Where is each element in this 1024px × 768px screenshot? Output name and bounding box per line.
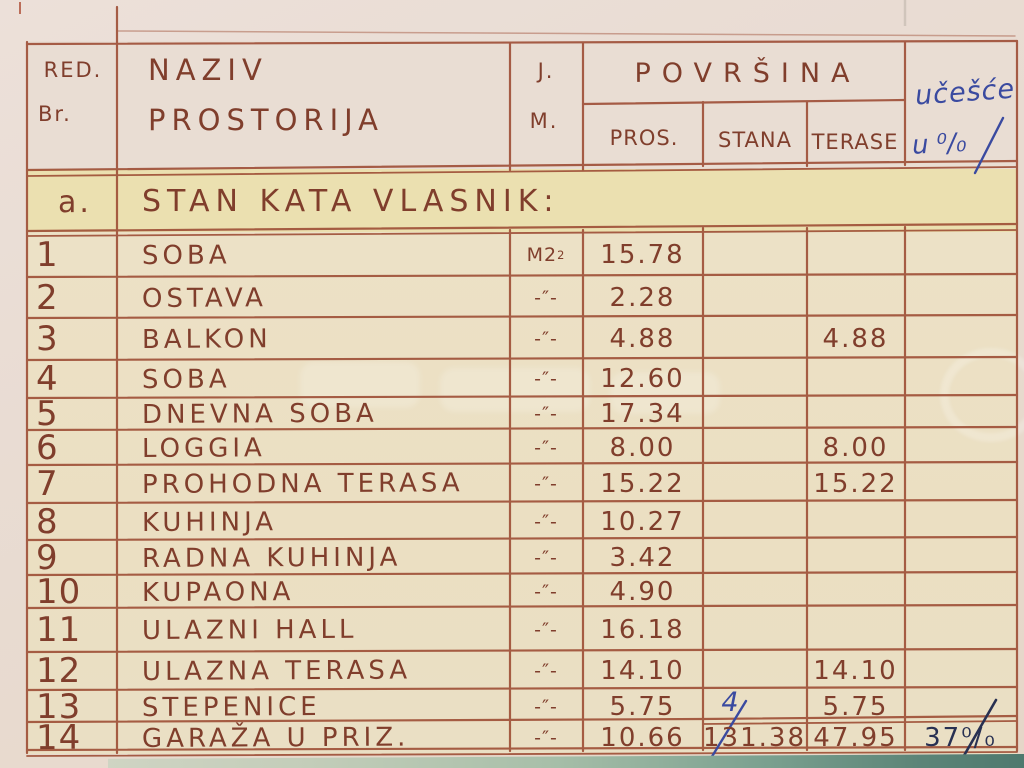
header-m: M. — [529, 109, 559, 133]
area-pros: 4.88 — [609, 324, 676, 354]
room-name: GARAŽA U PRIZ. — [141, 722, 410, 754]
unit: -″- — [534, 328, 558, 350]
room-name: PROHODNA TERASA — [141, 468, 464, 500]
unit: -″- — [534, 546, 558, 569]
unit: -″- — [534, 368, 558, 390]
row-num: 5 — [36, 394, 59, 434]
unit: -″- — [534, 436, 558, 459]
header-j: J. — [537, 59, 555, 83]
row-num: 1 — [36, 234, 59, 275]
unit: -″- — [534, 619, 558, 641]
row-num: 8 — [36, 501, 59, 542]
room-name: ULAZNA TERASA — [141, 655, 412, 687]
row-num: 9 — [36, 537, 59, 578]
area-terase: 47.95 — [813, 723, 898, 753]
room-name: BALKON — [141, 324, 272, 355]
unit: -″- — [534, 660, 558, 682]
unit: -″- — [534, 403, 558, 425]
header-stana: STANA — [718, 128, 792, 152]
header-prostorija: PROSTORIJA — [148, 103, 384, 137]
section-title: STAN KATA VLASNIK: — [142, 183, 560, 219]
row-num: 2 — [36, 277, 59, 318]
row-num: 6 — [36, 427, 59, 468]
blue-percent-slash-header — [973, 116, 1005, 175]
room-name: KUPAONA — [141, 576, 295, 608]
area-pros: 8.00 — [609, 432, 676, 463]
area-pros: 14.10 — [600, 656, 685, 686]
row-num: 12 — [36, 651, 82, 691]
unit: -″- — [534, 473, 558, 495]
area-terase: 5.75 — [822, 691, 889, 722]
unit: -″- — [534, 727, 558, 749]
table-body-paper — [27, 232, 1017, 754]
area-pros: 10.27 — [600, 506, 685, 537]
area-pros: 2.28 — [609, 282, 676, 313]
area-pros: 17.34 — [600, 399, 685, 429]
area-terase: 15.22 — [813, 469, 898, 499]
row-num: 7 — [36, 464, 59, 504]
unit: -″- — [534, 580, 558, 603]
area-terase: 8.00 — [822, 432, 889, 463]
row-num: 11 — [36, 610, 82, 650]
section-row-highlight — [27, 169, 1017, 232]
header-ucesce-percent: u ⁰/₀ — [911, 127, 968, 161]
unit: -″- — [534, 695, 558, 718]
area-pros: 5.75 — [609, 691, 676, 722]
header-ucesce: učešće — [913, 73, 1017, 111]
room-name: ULAZNI HALL — [141, 614, 358, 646]
header-red: RED. — [43, 58, 103, 82]
area-terase: 14.10 — [813, 656, 898, 686]
row-num: 13 — [36, 686, 82, 727]
unit: M2 2 — [526, 243, 566, 266]
section-label: a. — [58, 184, 92, 220]
room-name: SOBA — [141, 364, 231, 395]
area-stana: 131.38 — [703, 723, 806, 753]
area-pros: 16.18 — [600, 615, 685, 645]
header-br: Br. — [38, 102, 72, 126]
room-name: KUHINJA — [141, 506, 278, 538]
unit-exponent: 2 — [557, 247, 566, 262]
room-name: LOGGIA — [141, 432, 266, 464]
area-terase: 4.88 — [822, 324, 889, 354]
area-pros: 15.22 — [600, 469, 685, 499]
header-povrsina: POVRŠINA — [634, 57, 861, 89]
area-pros: 4.90 — [609, 576, 676, 607]
blue-slash-over-total — [706, 699, 748, 765]
header-naziv: NAZIV — [148, 53, 268, 87]
header-pros: PROS. — [609, 126, 679, 150]
row-num: 10 — [36, 571, 82, 612]
room-name: STEPENICE — [141, 691, 321, 723]
area-pros: 15.78 — [600, 239, 685, 270]
header-terase: TERASE — [811, 130, 899, 154]
area-pros: 3.42 — [609, 542, 676, 573]
room-name: DNEVNA SOBA — [141, 398, 378, 430]
row-num: 3 — [36, 319, 59, 359]
room-name: OSTAVA — [141, 282, 267, 314]
share-percent: 37⁰/₀ — [924, 723, 997, 753]
room-name: RADNA KUHINJA — [141, 542, 402, 574]
row-num: 14 — [36, 718, 82, 758]
row-num: 4 — [36, 359, 59, 399]
unit: -″- — [534, 286, 558, 309]
table-header-paper — [27, 41, 1017, 169]
unit: -″- — [534, 510, 558, 533]
area-pros: 10.66 — [600, 723, 685, 753]
room-name: SOBA — [141, 239, 231, 271]
blue-correction-note: 4 — [721, 687, 739, 718]
area-pros: 12.60 — [600, 364, 685, 394]
